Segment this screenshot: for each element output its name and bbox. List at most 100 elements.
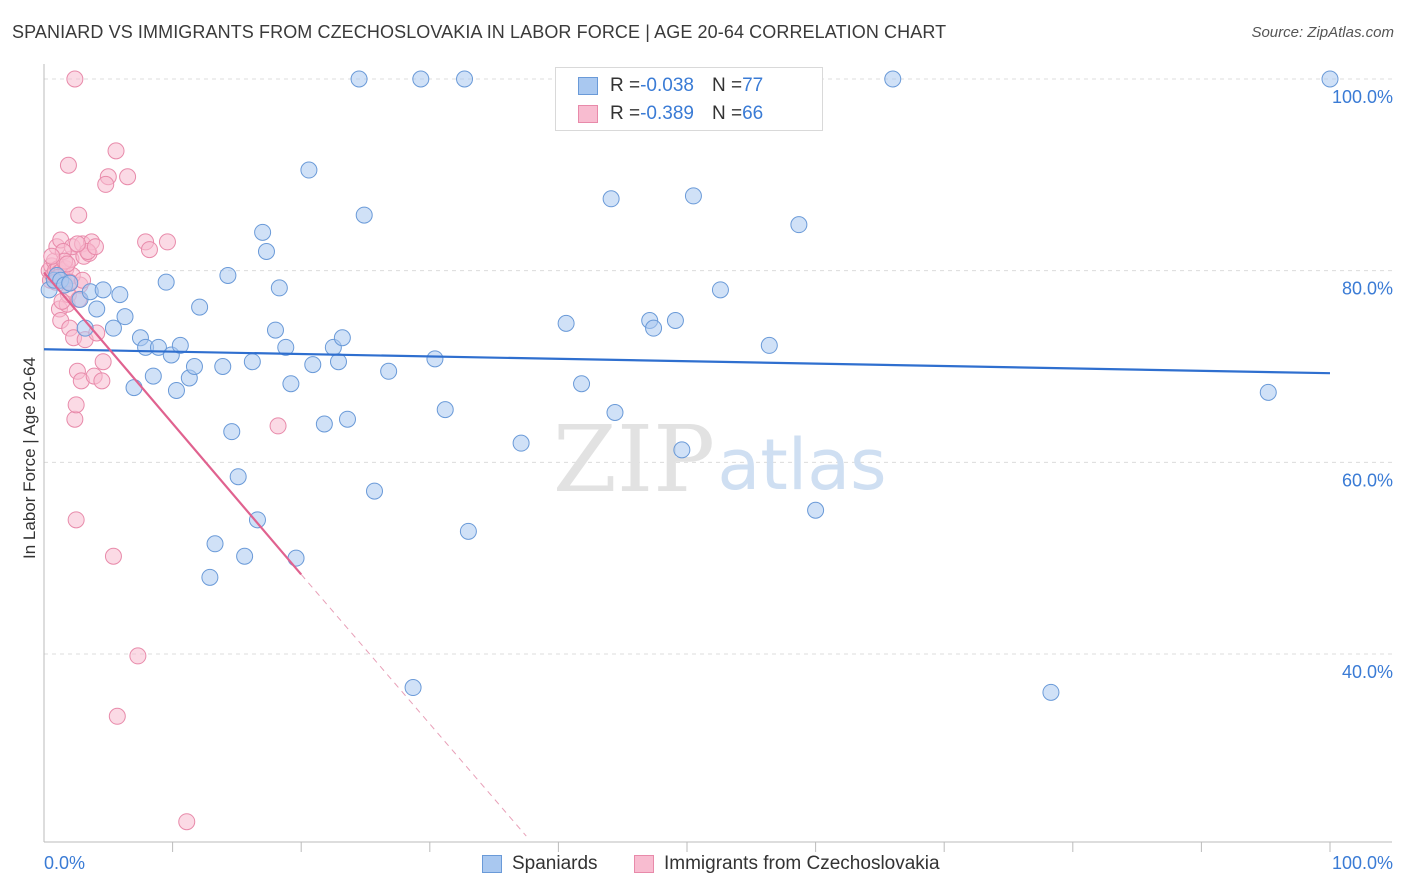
data-point (191, 298, 209, 316)
data-point (107, 142, 125, 160)
y-tick-label: 40.0% (1342, 662, 1393, 682)
data-point (93, 372, 111, 390)
data-point (67, 396, 85, 414)
data-point (266, 321, 284, 339)
data-point (125, 379, 143, 397)
legend-r-value: -0.389 (640, 103, 694, 124)
data-point (684, 187, 702, 205)
data-point (178, 813, 196, 831)
data-point (201, 568, 219, 586)
bottom-legend-swatch-spaniards (482, 855, 502, 873)
data-point (287, 549, 305, 567)
stats-legend: R = -0.038 N = 77 R = -0.389 N = 66 (555, 67, 823, 131)
data-point (229, 468, 247, 486)
data-point (119, 168, 137, 186)
data-point (315, 415, 333, 433)
trend-line-immigrants (43, 271, 303, 576)
data-point (129, 647, 147, 665)
data-point (254, 223, 272, 241)
data-point (97, 175, 115, 193)
data-point (70, 206, 88, 224)
legend-n-label: N = (711, 75, 743, 96)
data-point (645, 319, 663, 337)
data-point (108, 707, 126, 725)
data-point (219, 266, 237, 284)
data-point (456, 70, 474, 88)
data-point (67, 511, 85, 529)
bottom-legend-swatch-immigrants (634, 855, 654, 873)
data-point (116, 308, 134, 326)
trend-line-immigrants-extrapolated (300, 574, 527, 837)
data-point (167, 381, 185, 399)
data-point (1042, 683, 1060, 701)
trend-line-spaniards (43, 348, 1331, 375)
y-tick-label: 100.0% (1332, 87, 1393, 107)
data-point (104, 547, 122, 565)
data-point (171, 336, 189, 354)
data-point (760, 336, 778, 354)
data-point (333, 329, 351, 347)
legend-n-value: 66 (742, 103, 764, 124)
bottom-legend-immigrants: Immigrants from Czechoslovakia (634, 853, 940, 875)
data-point (436, 401, 454, 419)
data-point (94, 353, 112, 371)
data-point (158, 233, 176, 251)
legend-n-label: N = (711, 103, 743, 124)
data-point (88, 300, 106, 318)
data-point (277, 338, 295, 356)
data-point (94, 281, 112, 299)
legend-swatch-immigrants (578, 105, 598, 123)
legend-r-label: R = (610, 103, 641, 124)
data-point (185, 358, 203, 375)
data-point (59, 156, 77, 174)
axes (43, 64, 1392, 852)
data-point (66, 70, 84, 88)
bottom-legend-spaniards: Spaniards (482, 853, 598, 875)
data-point (459, 522, 477, 540)
watermark: ZIP atlas (553, 406, 887, 513)
data-point (666, 312, 684, 329)
data-point (350, 70, 368, 88)
watermark-zip: ZIP (553, 406, 715, 513)
legend-r-value: -0.038 (640, 75, 694, 96)
data-point (43, 247, 61, 265)
data-point (380, 362, 398, 380)
data-point (300, 161, 318, 179)
data-point (86, 238, 104, 256)
watermark-atlas: atlas (717, 424, 886, 506)
tick-labels: 40.0% 60.0% 80.0% 100.0% 0.0% 100.0% (44, 87, 1393, 873)
data-point (270, 279, 288, 297)
data-point (68, 235, 86, 253)
data-point (338, 410, 356, 428)
source-credit: Source: ZipAtlas.com (1251, 24, 1394, 41)
data-point (157, 273, 175, 291)
data-point (790, 216, 808, 234)
y-tick-label: 80.0% (1342, 279, 1393, 299)
data-point (236, 547, 254, 565)
data-point (711, 281, 729, 299)
legend-r-label: R = (610, 75, 641, 96)
gridlines (44, 78, 1392, 655)
data-point (282, 375, 300, 393)
data-point (257, 243, 275, 260)
data-point (140, 241, 158, 259)
data-point (58, 255, 76, 273)
series-immigrants-czechoslovakia (40, 70, 287, 831)
data-point (206, 535, 224, 553)
data-point (412, 70, 430, 88)
data-point (61, 274, 79, 292)
x-tick-label: 100.0% (1332, 853, 1393, 873)
data-point (104, 319, 122, 337)
series-spaniards (40, 70, 1339, 701)
bottom-legend-label-spaniards: Spaniards (512, 853, 598, 874)
data-point (111, 286, 129, 304)
data-point (512, 434, 530, 452)
legend-swatch-spaniards (578, 77, 598, 95)
data-point (1321, 70, 1339, 88)
data-point (606, 404, 624, 421)
data-point (602, 190, 620, 208)
x-tick-label: 0.0% (44, 853, 85, 873)
y-tick-label: 60.0% (1342, 470, 1393, 490)
data-point (807, 501, 825, 519)
